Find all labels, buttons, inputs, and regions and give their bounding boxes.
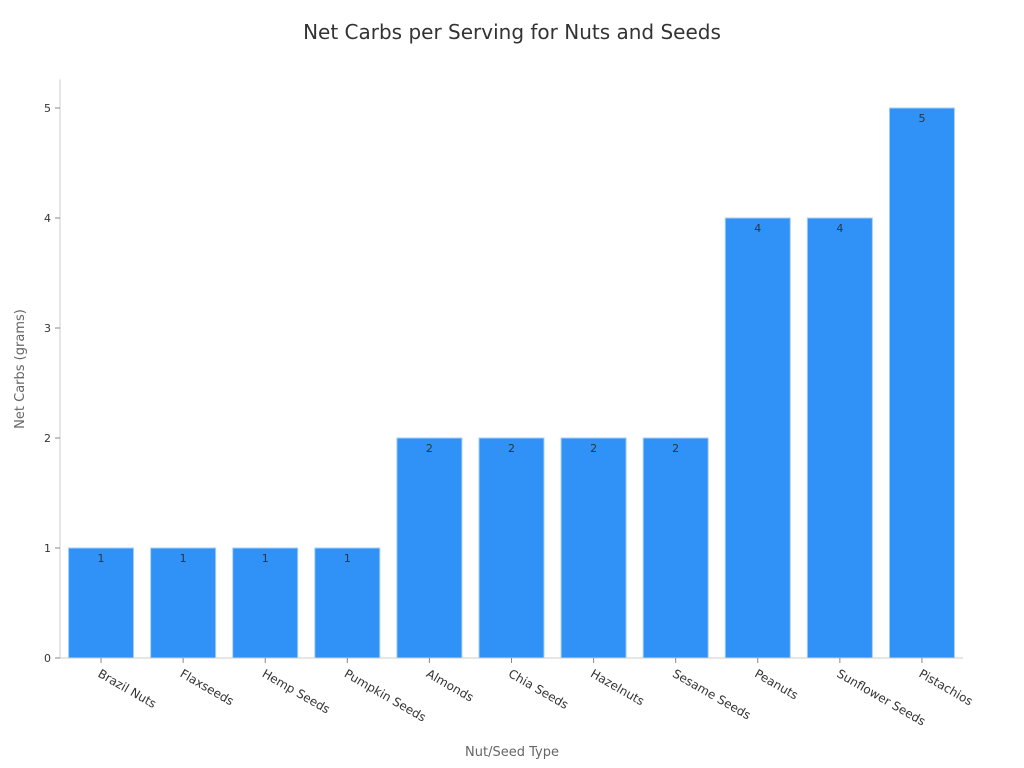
bar-value-label: 1 <box>180 552 187 565</box>
bar-hazelnuts[interactable] <box>560 437 627 659</box>
bar-value-label: 4 <box>836 222 843 235</box>
bar-value-label: 1 <box>262 552 269 565</box>
x-tick-label: Chia Seeds <box>506 666 571 711</box>
y-axis-title: Net Carbs (grams) <box>13 309 28 429</box>
bars: 1 1 1 1 2 2 2 2 4 4 5 <box>68 107 955 659</box>
x-tick-label: Almonds <box>424 666 476 704</box>
bar-value-label: 1 <box>344 552 351 565</box>
x-tick-label: Hemp Seeds <box>260 666 333 716</box>
chart-title: Net Carbs per Serving for Nuts and Seeds <box>303 20 721 44</box>
x-tick-label: Brazil Nuts <box>96 666 159 711</box>
y-tick-label: 4 <box>44 212 51 225</box>
bar-almonds[interactable] <box>396 437 463 659</box>
bar-value-label: 2 <box>426 442 433 455</box>
bar-value-label: 2 <box>590 442 597 455</box>
bar-value-label: 1 <box>98 552 105 565</box>
x-tick-label: Sesame Seeds <box>670 666 753 722</box>
y-tick-label: 5 <box>44 102 51 115</box>
x-tick-label: Pumpkin Seeds <box>342 666 429 724</box>
bar-sunflower-seeds[interactable] <box>806 217 873 659</box>
x-tick-label: Peanuts <box>752 666 800 702</box>
x-tick-label: Flaxseeds <box>178 666 237 708</box>
y-axis: 0 1 2 3 4 5 <box>44 79 61 665</box>
bar-value-label: 2 <box>672 442 679 455</box>
x-tick-label: Hazelnuts <box>588 666 647 708</box>
bar-pumpkin-seeds[interactable] <box>314 547 381 659</box>
y-tick-label: 3 <box>44 322 51 335</box>
y-tick-label: 0 <box>44 652 51 665</box>
bar-chia-seeds[interactable] <box>478 437 545 659</box>
x-tick-label: Pistachios <box>916 666 975 708</box>
y-tick-label: 2 <box>44 432 51 445</box>
x-axis-title: Nut/Seed Type <box>465 745 559 760</box>
x-axis: Brazil Nuts Flaxseeds Hemp Seeds Pumpkin Se… <box>60 657 975 729</box>
bar-value-label: 2 <box>508 442 515 455</box>
bar-pistachios[interactable] <box>888 107 955 659</box>
y-tick-label: 1 <box>44 542 51 555</box>
bar-sesame-seeds[interactable] <box>642 437 709 659</box>
bar-value-label: 5 <box>918 112 925 125</box>
x-tick-label: Sunflower Seeds <box>834 666 928 728</box>
bar-flaxseeds[interactable] <box>150 547 217 659</box>
bar-brazil-nuts[interactable] <box>68 547 135 659</box>
bar-value-label: 4 <box>754 222 761 235</box>
bar-peanuts[interactable] <box>724 217 791 659</box>
